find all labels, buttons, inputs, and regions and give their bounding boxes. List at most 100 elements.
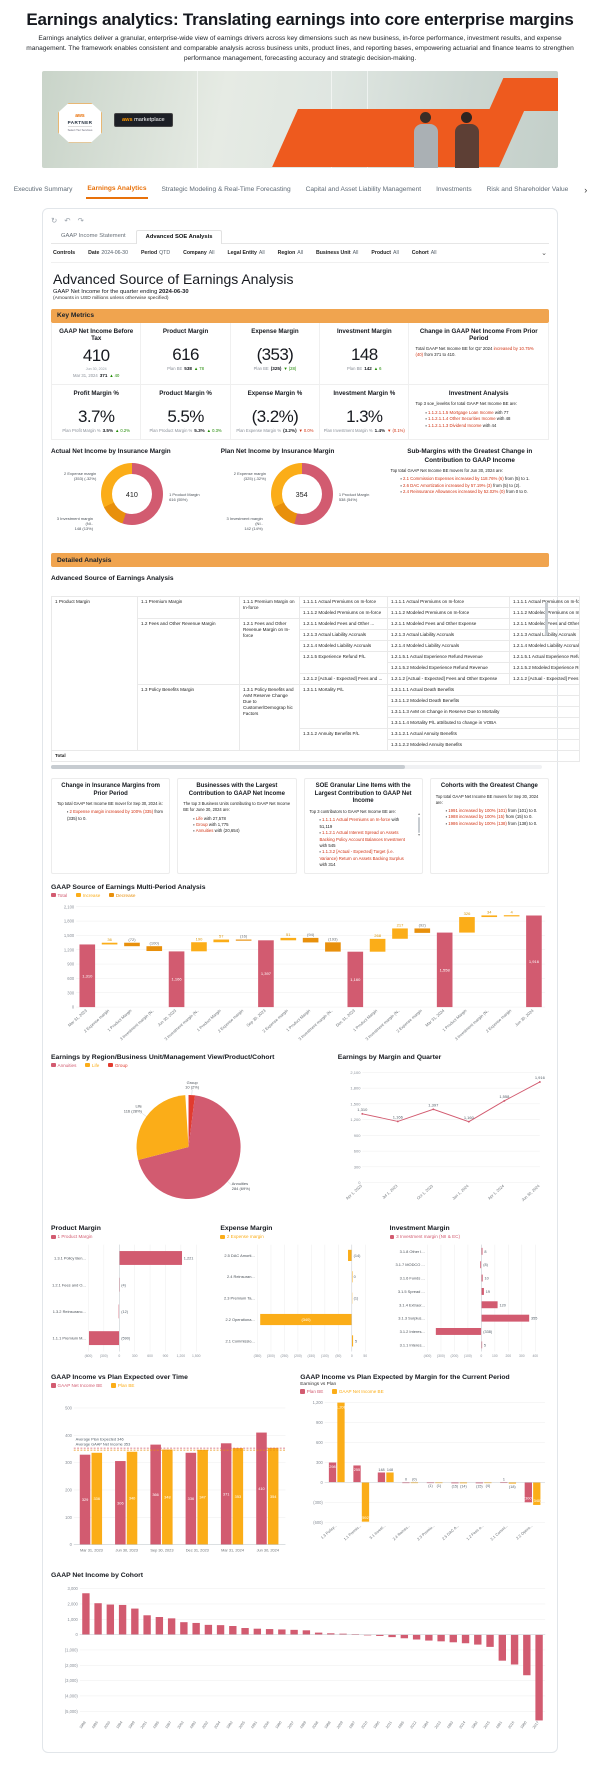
insight-margins-change[interactable]: Change in Insurance Margins from Prior P… [51,778,170,874]
svg-text:336: 336 [188,1496,194,1501]
legend-item[interactable]: Plan BE [300,1389,323,1394]
nav-tab-capital-and-asset-liability-management[interactable]: Capital and Asset Liability Management [305,183,422,198]
kpi-expense-margin-pct[interactable]: Expense Margin %(3.2%) Plan Expense Marg… [231,385,320,439]
submargins-panel[interactable]: Sub-Margins with the Greatest Change in … [390,448,549,545]
svg-text:(12): (12) [121,1310,129,1314]
legend-item[interactable]: 2 Expense margin [220,1234,264,1239]
svg-text:Mar 31, 2023: Mar 31, 2023 [80,1547,103,1552]
kpi-profit-margin-pct[interactable]: Profit Margin %3.7% Plan Profit Margin %… [52,385,141,439]
svg-text:2010: 2010 [361,1720,369,1729]
sheet-tab-gaap-income-statement[interactable]: GAAP Income Statement [51,229,136,243]
investment-analysis-list: 1.1.2.1.1.5 Mortgage Loan Income with 77… [425,410,542,429]
kpi-product-margin-pct[interactable]: Product Margin %5.5% Plan Product Margin… [141,385,230,439]
insight-item[interactable]: 1986 increased by 100% (138) from (138) … [446,821,543,827]
legend-item[interactable]: Total [51,893,67,898]
redo-icon[interactable]: ↷ [78,216,84,225]
svg-text:2000: 2000 [103,1720,111,1729]
undo-icon[interactable]: ↶ [64,216,70,225]
nav-next-icon[interactable]: › [584,185,587,195]
svg-text:8: 8 [484,1250,486,1254]
svg-text:(94): (94) [307,932,315,937]
insight-soe-line-items[interactable]: SOE Granular Line Items with the Largest… [304,778,423,874]
plan-net-income-donut[interactable]: 354 [271,463,333,525]
insight-business-units[interactable]: Businesses with the Largest Contribution… [177,778,296,874]
svg-text:148: 148 [387,1468,393,1472]
svg-text:600: 600 [354,1148,361,1153]
svg-text:366: 366 [152,1492,158,1497]
legend-item[interactable]: GAAP Net Income BE [332,1389,383,1394]
expense-margin-title: Expense Margin [220,1225,379,1232]
legend-item[interactable]: Plan BE [111,1383,134,1388]
collapse-chevron-icon[interactable]: ⌄ [541,249,547,257]
svg-text:(72): (72) [128,937,136,942]
legend-item[interactable]: 3 Investment margin (NII & EC) [390,1234,460,1239]
pie-panel: Earnings by Region/Business Unit/Managem… [51,1044,330,1216]
svg-text:300: 300 [519,1354,525,1358]
insight-scrollbar[interactable]: ▲▼ [417,813,420,838]
svg-text:36: 36 [107,937,112,942]
nav-tab-earnings-analytics[interactable]: Earnings Analytics [86,182,147,199]
reset-icon[interactable]: ↻ [51,216,57,225]
legend-item[interactable]: Increase [76,893,100,898]
table-horizontal-scrollbar[interactable] [51,765,542,769]
svg-text:1,166: 1,166 [171,976,182,981]
donut-label: 3 Investment margin (NI..148 (13%) [51,516,93,532]
nav-tab-executive-summary[interactable]: Executive Summary [13,183,74,198]
svg-text:0: 0 [118,1354,120,1358]
sheet-tab-advanced-soe-analysis[interactable]: Advanced SOE Analysis [136,230,223,244]
nav-tab-strategic-modeling-real-time-forecasting[interactable]: Strategic Modeling & Real-Time Forecasti… [161,183,292,198]
insight-item[interactable]: 1.1.1.1 Actual Premiums on In-force with… [320,817,412,830]
table-vertical-scrollbar[interactable] [545,602,549,636]
svg-text:300: 300 [67,990,75,995]
nav-tab-risk-and-shareholder-value[interactable]: Risk and Shareholder Value [486,183,570,198]
kpi-change-narrative[interactable]: Change in GAAP Net Income From Prior Per… [409,323,548,385]
kpi-investment-margin-pct[interactable]: Investment Margin %1.3% Plan Investment … [320,385,409,439]
insight-item[interactable]: 1.1.2.1.1.3 Dividend Income with 44 [425,423,542,429]
expense-margin-legend: 2 Expense margin [220,1234,379,1239]
investment-analysis-panel[interactable]: Investment Analysis Top 3 soe_level6s fo… [409,385,548,439]
insight-item[interactable]: 2.4 Reinsurance Allowances increased by … [400,489,549,495]
gaap-vs-plan-margin-subtitle: Earnings vs Plan [300,1382,549,1387]
legend-item[interactable]: GAAP Net Income BE [51,1383,102,1388]
investment-margin-title: Investment Margin [390,1225,549,1232]
nav-tab-investments[interactable]: Investments [435,183,473,198]
legend-item[interactable]: Annuities [51,1063,76,1068]
svg-text:400: 400 [532,1354,538,1358]
svg-text:Dec 31, 2023: Dec 31, 2023 [335,1007,357,1027]
insight-item[interactable]: 1.1.2.1 Actual Interest Spread on Assets… [320,830,412,849]
legend-item[interactable]: Life [85,1063,99,1068]
svg-text:268: 268 [374,933,382,938]
insight-item[interactable]: 1.1.3.2 [Actual - Expected] Target (i.e.… [320,849,412,868]
actual-net-income-donut[interactable]: 410 [101,463,163,525]
kpi-expense-margin[interactable]: Expense Margin(353) Plan BE(325)▼ (28) [231,323,320,385]
legend-item[interactable]: Decrease [109,893,135,898]
insight-item[interactable]: 2 Expense margin increased by 100% (335)… [67,809,164,822]
legend-item[interactable]: 1 Product Margin [51,1234,92,1239]
legend-item[interactable]: Group [108,1063,127,1068]
insight-item[interactable]: Annuities with (20,654) [193,828,290,834]
